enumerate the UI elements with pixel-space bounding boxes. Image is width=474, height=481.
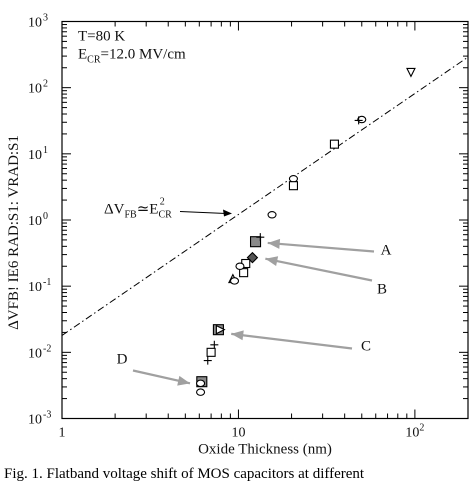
figure-caption: Fig. 1. Flatband voltage shift of MOS ca… [4, 466, 365, 481]
condition-field: ECR=12.0 MV/cm [78, 47, 186, 66]
data-point-triangle-down [406, 67, 416, 78]
data-point-circle [288, 175, 298, 183]
data-point-circle [196, 379, 206, 388]
y-tick-exponent: -2 [43, 343, 51, 354]
x-axis-label: Oxide Thickness (nm) [198, 442, 332, 458]
data-point-square [288, 181, 298, 191]
annotations: A B C D [117, 238, 392, 386]
y-axis-label: ΔVFB! IE6 RAD:S1: VRAD:S1 [6, 135, 22, 330]
y-tick-label: 10 [28, 16, 42, 31]
data-point-triangle-right [215, 324, 226, 335]
x-tick-label: 102 [405, 423, 424, 441]
annotation-label: A [381, 243, 392, 259]
y-tick-exponent: -1 [43, 277, 51, 288]
data-point-square [329, 139, 339, 149]
y-tick-exponent: -3 [43, 410, 51, 421]
annotation-arrowhead [267, 238, 281, 249]
data-point-square-filled [249, 236, 262, 248]
data-point-circle [196, 388, 206, 396]
fit-label-arrowhead [223, 209, 232, 217]
fit-line [61, 56, 469, 336]
data-point-plus [354, 116, 363, 125]
y-tick-label: 10 [28, 346, 42, 361]
y-tick-exponent: 0 [43, 211, 48, 222]
y-tick-exponent: 2 [43, 79, 48, 90]
y-tick-label: 10 [28, 413, 42, 428]
y-tick-label: 10 [28, 214, 42, 229]
annotation-arrowhead [177, 375, 191, 386]
annotation-arrow [231, 332, 353, 350]
annotation-arrowhead [265, 256, 279, 267]
data-point-plus [256, 233, 265, 242]
data-point-square [239, 268, 249, 278]
axes-layer: 10 -310 -210 -110 010 110 210 31 10 102 [28, 13, 469, 441]
x-tick-label: 10 [231, 426, 245, 441]
annotation-arrowhead [231, 330, 244, 341]
y-tick-label: 10 [28, 280, 42, 295]
fit-label-arrow [179, 211, 227, 214]
data-point-plus [203, 356, 212, 365]
annotation-label: D [117, 352, 128, 368]
x-tick-label: 1 [59, 426, 66, 441]
annotation-arrow [265, 257, 373, 282]
data-point-circle [229, 277, 240, 285]
y-tick-label: 10 [28, 148, 42, 163]
data-point-plus [210, 340, 219, 349]
data-point-circle [267, 211, 277, 219]
data-point-circle [357, 115, 367, 124]
data-point-square [206, 347, 216, 357]
y-tick-exponent: 1 [43, 145, 48, 156]
data-points [196, 67, 416, 396]
data-point-circle [235, 262, 245, 270]
annotation-arrow [267, 241, 375, 253]
condition-temperature: T=80 K [78, 29, 125, 45]
y-tick-label: 10 [28, 82, 42, 97]
fit-line-label: ΔVFB≃ECR2 [104, 197, 172, 221]
annotation-label: C [361, 339, 371, 355]
y-tick-exponent: 3 [43, 13, 48, 24]
annotation-label: B [377, 282, 387, 298]
